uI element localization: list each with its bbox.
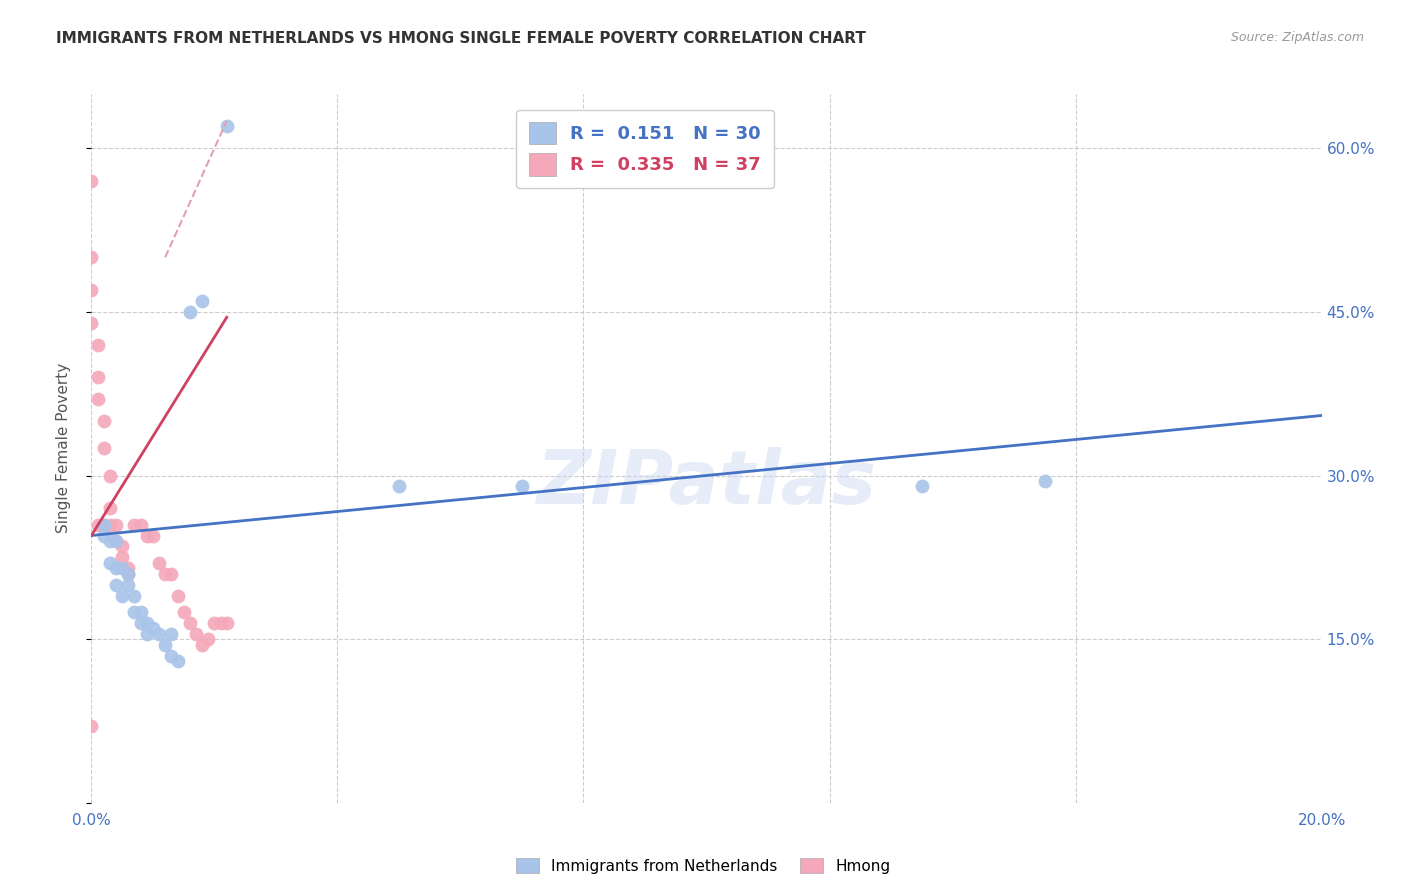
Legend: R =  0.151   N = 30, R =  0.335   N = 37: R = 0.151 N = 30, R = 0.335 N = 37 [516, 110, 773, 188]
Point [209, 615, 232, 630]
Point [98, 468, 121, 483]
Point [184, 626, 207, 640]
Point [153, 566, 177, 581]
Point [911, 479, 934, 493]
Point [105, 533, 127, 548]
Point [197, 632, 219, 647]
Point [148, 626, 170, 640]
Point [129, 605, 152, 619]
Point [111, 540, 134, 554]
Point [105, 561, 127, 575]
Point [117, 561, 139, 575]
Legend: Immigrants from Netherlands, Hmong: Immigrants from Netherlands, Hmong [509, 852, 897, 880]
Point [215, 615, 238, 630]
Point [111, 561, 134, 575]
Point [129, 517, 152, 532]
Point [93, 414, 115, 428]
Point [135, 528, 157, 542]
Point [124, 605, 146, 619]
Point [86, 517, 108, 532]
Point [160, 648, 183, 663]
Point [142, 621, 165, 635]
Point [93, 442, 115, 456]
Point [202, 615, 225, 630]
Point [111, 589, 134, 603]
Point [124, 517, 146, 532]
Point [93, 517, 115, 532]
Text: IMMIGRANTS FROM NETHERLANDS VS HMONG SINGLE FEMALE POVERTY CORRELATION CHART: IMMIGRANTS FROM NETHERLANDS VS HMONG SIN… [56, 31, 866, 46]
Point [98, 533, 121, 548]
Text: Source: ZipAtlas.com: Source: ZipAtlas.com [1230, 31, 1364, 45]
Point [98, 501, 121, 516]
Point [388, 479, 411, 493]
Point [148, 556, 170, 570]
Point [166, 589, 188, 603]
Point [1033, 474, 1056, 488]
Point [173, 605, 195, 619]
Point [93, 517, 115, 532]
Point [191, 638, 214, 652]
Point [166, 654, 188, 668]
Point [98, 556, 121, 570]
Point [135, 626, 157, 640]
Y-axis label: Single Female Poverty: Single Female Poverty [56, 363, 70, 533]
Point [80, 316, 103, 330]
Point [93, 528, 115, 542]
Point [105, 577, 127, 591]
Point [160, 626, 183, 640]
Point [160, 566, 183, 581]
Point [86, 392, 108, 406]
Point [80, 174, 103, 188]
Point [142, 528, 165, 542]
Point [105, 517, 127, 532]
Point [117, 566, 139, 581]
Point [179, 615, 201, 630]
Point [124, 589, 146, 603]
Point [215, 120, 238, 134]
Point [105, 533, 127, 548]
Point [80, 283, 103, 297]
Point [86, 337, 108, 351]
Point [86, 370, 108, 384]
Point [129, 615, 152, 630]
Point [80, 719, 103, 733]
Point [191, 293, 214, 308]
Point [179, 305, 201, 319]
Point [117, 577, 139, 591]
Point [98, 517, 121, 532]
Point [153, 638, 177, 652]
Text: ZIPatlas: ZIPatlas [537, 447, 876, 520]
Point [111, 550, 134, 565]
Point [117, 566, 139, 581]
Point [80, 250, 103, 264]
Point [135, 615, 157, 630]
Point [510, 479, 533, 493]
